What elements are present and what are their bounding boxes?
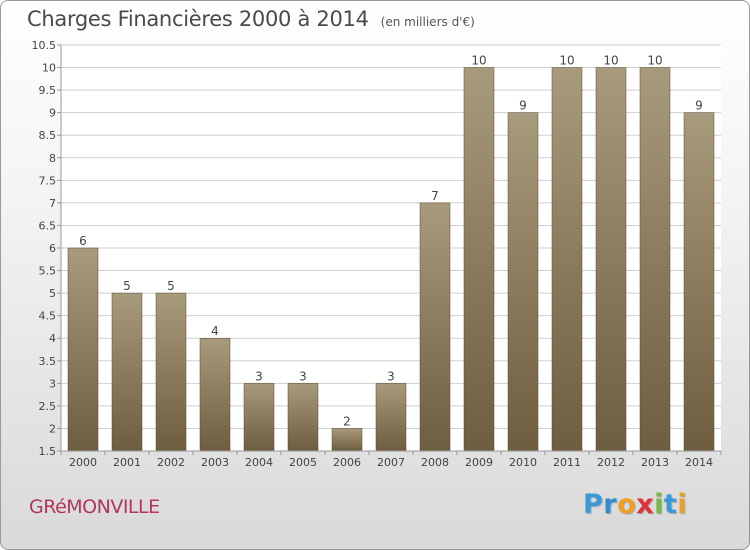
x-tick-label-2001: 2001 [113, 456, 141, 469]
y-axis-ticks: 1.5 2 2.5 3 3.5 4 4.5 5 5.5 6 6.5 7 7.5 8 8.5 9 9.5 10 10.… [32, 39, 61, 458]
bar-2012 [595, 67, 627, 452]
y-tick-label: 8 [49, 152, 56, 165]
y-tick-label: 3 [49, 377, 56, 390]
y-tick-label: 4 [49, 332, 56, 345]
x-tick-label-2009: 2009 [465, 456, 493, 469]
x-tick-label-2011: 2011 [553, 456, 581, 469]
data-label-2013: 10 [647, 54, 662, 68]
y-tick-label: 9 [49, 107, 56, 120]
bar-2002 [155, 292, 187, 452]
chart-title: Charges Financières 2000 à 2014 (en milli… [27, 7, 475, 31]
bar-2014 [683, 112, 715, 452]
x-tick-label-2004: 2004 [245, 456, 273, 469]
x-tick-label-2006: 2006 [333, 456, 361, 469]
data-label-2014: 9 [695, 99, 703, 113]
y-tick-label: 5.5 [39, 265, 57, 278]
y-tick-label: 6.5 [39, 219, 57, 232]
x-tick-label-2002: 2002 [157, 456, 185, 469]
data-label-2007: 3 [387, 369, 395, 383]
y-tick-label: 2.5 [39, 400, 57, 413]
data-label-2008: 7 [431, 189, 439, 203]
bar-2003 [199, 337, 231, 452]
bar-2006 [331, 428, 363, 452]
proxiti-logo[interactable]: Proxiti [583, 489, 687, 520]
bars: 6 5 5 4 3 3 2 3 7 10 9 10 10 10 9 [67, 54, 715, 452]
data-label-2011: 10 [559, 54, 574, 68]
data-label-2001: 5 [123, 279, 131, 293]
x-tick-label-2014: 2014 [685, 456, 713, 469]
bar-2007 [375, 383, 407, 452]
commune-name: GRéMONVILLE [29, 496, 160, 518]
bar-2010 [507, 112, 539, 452]
y-tick-label: 7 [49, 197, 56, 210]
chart-title-text: Charges Financières 2000 à 2014 [27, 7, 369, 31]
y-tick-label: 3.5 [39, 355, 57, 368]
y-tick-label: 9.5 [39, 84, 57, 97]
bar-2011 [551, 67, 583, 452]
data-label-2010: 9 [519, 99, 527, 113]
data-label-2006: 2 [343, 414, 351, 428]
logo-letter: i [677, 489, 688, 520]
bar-2000 [67, 247, 99, 452]
x-tick-label-2012: 2012 [597, 456, 625, 469]
data-label-2003: 4 [211, 324, 219, 338]
y-tick-label: 10.5 [32, 39, 57, 52]
x-tick-label-2010: 2010 [509, 456, 537, 469]
x-tick-label-2003: 2003 [201, 456, 229, 469]
data-label-2002: 5 [167, 279, 175, 293]
data-label-2004: 3 [255, 369, 263, 383]
y-tick-label: 6 [49, 242, 56, 255]
bar-2009 [463, 67, 495, 452]
logo-letter: t [663, 489, 678, 520]
data-label-2005: 3 [299, 369, 307, 383]
y-tick-label: 4.5 [39, 310, 57, 323]
y-tick-label: 7.5 [39, 174, 57, 187]
y-tick-label: 5 [49, 287, 56, 300]
x-tick-label-2008: 2008 [421, 456, 449, 469]
logo-letter: i [654, 489, 664, 520]
logo-letter: P [583, 489, 604, 520]
y-tick-label: 2 [49, 422, 56, 435]
x-tick-label-2007: 2007 [377, 456, 405, 469]
logo-letter: x [636, 489, 655, 520]
x-tick-label-2005: 2005 [289, 456, 317, 469]
bar-2013 [639, 67, 671, 452]
axes [60, 45, 721, 452]
bar-2008 [419, 202, 451, 452]
data-label-2012: 10 [603, 54, 618, 68]
bar-2004 [243, 383, 275, 452]
x-tick-label-2000: 2000 [69, 456, 97, 469]
data-label-2009: 10 [471, 54, 486, 68]
x-axis-ticks: 2000 2001 2002 2003 2004 2005 2006 2007 2008 2009… [60, 451, 722, 469]
logo-letter: r [603, 489, 618, 520]
x-tick-label-2013: 2013 [641, 456, 669, 469]
y-tick-label: 8.5 [39, 129, 57, 142]
chart-subtitle: (en milliers d'€) [380, 15, 475, 29]
logo-letter: o [617, 489, 637, 520]
data-label-2000: 6 [79, 234, 87, 248]
bar-2001 [111, 292, 143, 452]
y-tick-label: 10 [42, 62, 56, 75]
y-tick-label: 1.5 [39, 445, 57, 458]
bar-2005 [287, 383, 319, 452]
